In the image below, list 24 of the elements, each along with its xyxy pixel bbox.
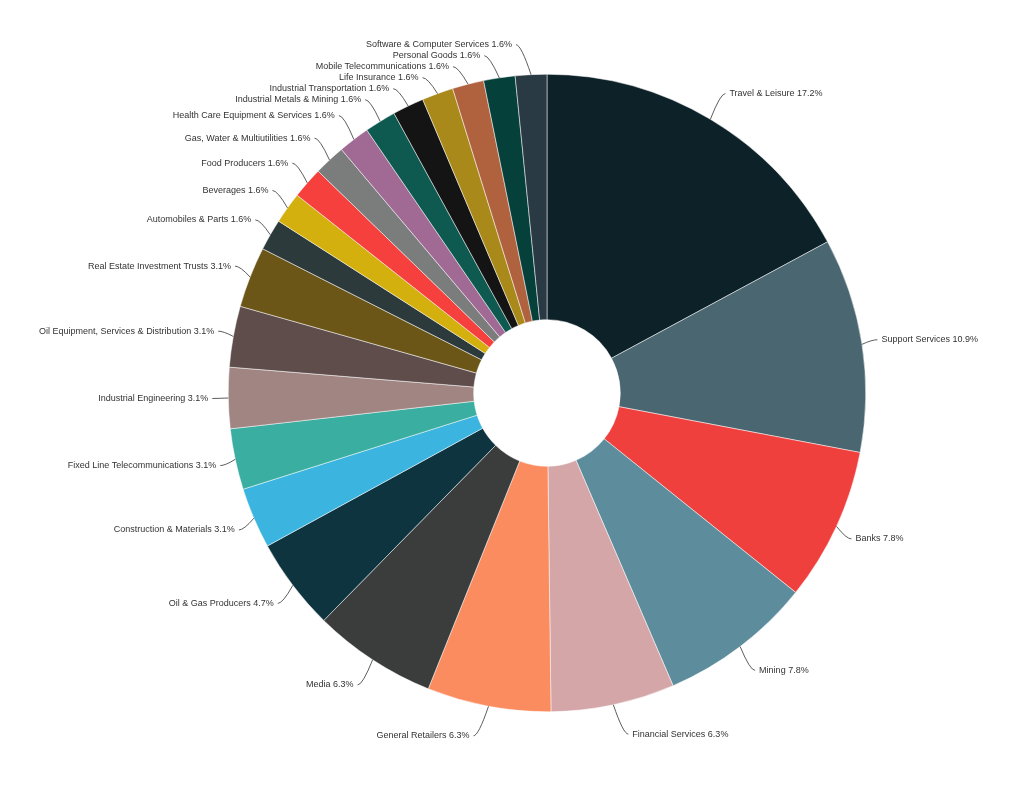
slice-label: Mobile Telecommunications 1.6% xyxy=(315,61,450,72)
slice-label: Support Services 10.9% xyxy=(881,334,978,345)
slice-label: Software & Computer Services 1.6% xyxy=(365,39,513,50)
slice-label: Media 6.3% xyxy=(306,679,354,690)
slice-label: Automobiles & Parts 1.6% xyxy=(146,214,252,225)
slice-label: Industrial Metals & Mining 1.6% xyxy=(235,94,362,105)
slice-label: Industrial Engineering 3.1% xyxy=(98,392,209,403)
slice-label: Life Insurance 1.6% xyxy=(339,72,419,83)
slice-label: Oil Equipment, Services & Distribution 3.1% xyxy=(39,325,215,336)
slice-label: Personal Goods 1.6% xyxy=(392,50,481,61)
slice-label: Beverages 1.6% xyxy=(202,184,269,195)
slice-label: Gas, Water & Multiutilities 1.6% xyxy=(184,132,311,143)
slice-label: Mining 7.8% xyxy=(759,664,809,675)
slice-label: Industrial Transportation 1.6% xyxy=(269,83,390,94)
slice-label: Financial Services 6.3% xyxy=(632,728,729,739)
slice-label: Oil & Gas Producers 4.7% xyxy=(168,597,274,608)
slice-label: Fixed Line Telecommunications 3.1% xyxy=(67,460,217,471)
slice-label: Travel & Leisure 17.2% xyxy=(729,88,823,99)
slice-label: Health Care Equipment & Services 1.6% xyxy=(172,110,335,121)
slice-label: Construction & Materials 3.1% xyxy=(113,524,235,535)
slice-label: General Retailers 6.3% xyxy=(376,730,470,741)
slice-label: Banks 7.8% xyxy=(855,533,904,544)
slice-label: Real Estate Investment Trusts 3.1% xyxy=(88,260,232,271)
slice-label: Food Producers 1.6% xyxy=(201,157,289,168)
